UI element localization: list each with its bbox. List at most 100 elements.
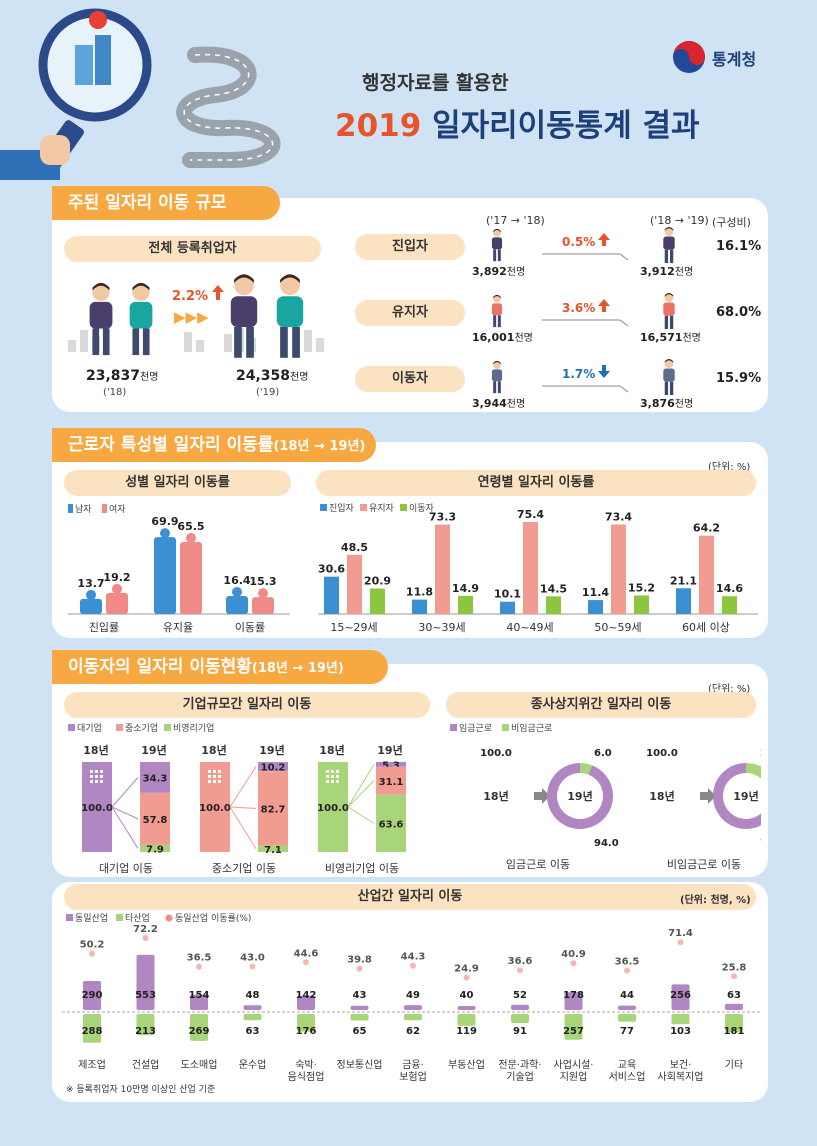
- industry-other-value: 119: [456, 1026, 477, 1037]
- industry-rate-value: 39.8: [347, 955, 372, 966]
- industry-rate-value: 50.2: [80, 940, 105, 951]
- industry-category-label: 사회복지업: [658, 1070, 704, 1083]
- size-to-value: 10.2: [261, 763, 286, 774]
- building-icon: [218, 775, 221, 778]
- flow-row-label: 이동자: [355, 366, 465, 392]
- industry-same-bar: [725, 1003, 743, 1010]
- industry-same-value: 52: [513, 990, 527, 1001]
- size-to-value: 31.1: [379, 777, 404, 788]
- industry-other-bar: [190, 1014, 208, 1041]
- building-icon: [208, 780, 211, 783]
- building-icon: [331, 775, 334, 778]
- flow-from-number: 16,001: [472, 331, 515, 344]
- industry-other-bar: [243, 1014, 262, 1021]
- industry-rate-marker: [731, 973, 737, 980]
- age-value-label: 15.2: [628, 581, 655, 594]
- age-bar: [676, 588, 691, 614]
- building-icon: [90, 775, 93, 778]
- building-icon: [100, 775, 103, 778]
- industry-other-value: 213: [135, 1026, 156, 1037]
- size-category-label: 비영리기업 이동: [325, 862, 399, 874]
- size-to-value: 5.3: [382, 760, 400, 771]
- flow-from-value: 16,001천명: [472, 329, 533, 344]
- industry-category-label: 도소매업: [181, 1058, 218, 1071]
- industry-legend-swatch: [66, 914, 73, 921]
- industry-other-value: 62: [406, 1026, 420, 1037]
- status-year-to: 19년: [567, 789, 592, 803]
- size-to-segment: [258, 845, 288, 852]
- donut-segment: [713, 763, 761, 829]
- flow-to-unit: 천명: [674, 267, 694, 278]
- building-icon: [326, 780, 329, 783]
- industry-other-value: 269: [189, 1026, 210, 1037]
- industry-rate-marker: [410, 962, 416, 969]
- industry-category-label: 금융·: [402, 1059, 424, 1071]
- total-2018-label: ('18): [103, 387, 127, 398]
- age-value-label: 30.6: [318, 563, 345, 576]
- building-icon: [218, 780, 221, 783]
- skyline-bar: [316, 338, 324, 352]
- status-from-value: 100.0: [480, 748, 512, 759]
- industry-other-bar: [564, 1014, 583, 1040]
- legend-female-swatch: [102, 504, 107, 513]
- age-legend-swatch: [360, 504, 367, 511]
- size-legend-label: 중소기업: [125, 723, 158, 734]
- flow-to-number: 3,876: [640, 397, 675, 410]
- industry-category-label: 교육: [618, 1059, 636, 1071]
- industry-category-label: 지원업: [560, 1070, 588, 1083]
- woman-icon: [129, 282, 153, 356]
- industry-category-label: 정보통신업: [337, 1058, 383, 1071]
- age-value-label: 73.4: [605, 510, 632, 523]
- total-growth-rate: 2.2%: [172, 289, 208, 304]
- size-to-value: 7.1: [264, 845, 282, 856]
- flow-to-value: 3,876천명: [640, 395, 693, 410]
- age-bar: [370, 588, 385, 614]
- age-value-label: 20.9: [364, 575, 391, 588]
- donut-segment: [547, 763, 613, 829]
- agency-emblem-icon: [673, 41, 705, 73]
- total-workers-pill: 전체 등록취업자: [64, 236, 321, 262]
- total-2019-label: ('19): [256, 387, 280, 398]
- worker-icon: [491, 294, 503, 328]
- industry-rate-value: 24.9: [454, 964, 479, 975]
- arrow-up-icon: [598, 233, 610, 246]
- gender-legend: 남자 여자: [68, 503, 126, 515]
- industry-other-value: 65: [353, 1026, 367, 1037]
- age-bar: [588, 600, 603, 614]
- skyline-bar: [224, 334, 232, 352]
- industry-rate-value: 36.5: [187, 953, 212, 964]
- size-legend-swatch: [116, 724, 123, 731]
- status-legend-swatch: [502, 724, 509, 731]
- worker-icon: [663, 358, 675, 396]
- age-value-label: 75.4: [517, 508, 544, 521]
- age-bar: [523, 522, 538, 614]
- gender-value-label: 19.2: [103, 571, 130, 584]
- industry-other-value: 63: [246, 1026, 260, 1037]
- size-flow-arrow: [347, 780, 375, 808]
- total-2018-value: 23,837: [86, 368, 141, 384]
- age-value-label: 73.3: [429, 511, 456, 524]
- building-icon: [331, 770, 334, 773]
- woman-icon: [276, 274, 304, 358]
- gender-bar-head: [86, 589, 96, 600]
- age-legend-swatch: [320, 504, 327, 511]
- size-year-to: 19년: [141, 743, 166, 757]
- size-flow-arrow: [111, 806, 139, 820]
- building-icon: [208, 770, 211, 773]
- age-bar: [722, 596, 737, 614]
- building-icon: [213, 770, 216, 773]
- age-value-label: 11.4: [582, 586, 609, 599]
- header-share: (구성비): [712, 216, 751, 229]
- flow-from-unit: 천명: [514, 333, 533, 344]
- building-icon: [95, 775, 98, 778]
- size-to-segment: [140, 844, 170, 852]
- industry-category-label: 전문·과학·: [498, 1059, 541, 1071]
- industry-category-label: 음식점업: [288, 1070, 325, 1083]
- age-category-label: 40~49세: [506, 621, 553, 634]
- industry-legend-label: 타산업: [125, 913, 150, 924]
- industry-other-bar: [618, 1014, 636, 1022]
- industry-other-value: 103: [670, 1026, 691, 1037]
- industry-same-value: 48: [246, 990, 260, 1001]
- industry-same-value: 44: [620, 990, 634, 1001]
- gender-value-label: 65.5: [177, 520, 204, 533]
